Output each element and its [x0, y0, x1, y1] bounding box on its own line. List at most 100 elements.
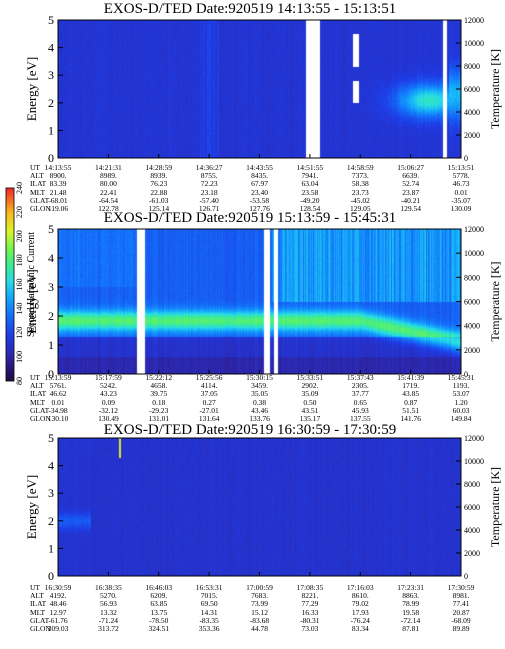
orbit-cell: 15.12 — [251, 607, 268, 617]
orbit-row-alt: ALT 5761. 5242. 4658. 4114. 3459. 2902. 2305. 17… — [30, 381, 475, 391]
orbit-cell: 125.14 — [148, 203, 170, 213]
orbit-cell: 78.99 — [402, 599, 420, 609]
orbit-cell: 16.33 — [301, 607, 319, 617]
panel-frame — [57, 437, 462, 577]
y2-axis-label: Temperature [K] — [488, 49, 502, 129]
orbit-cell: -40.21 — [400, 195, 421, 205]
y-tick-label: 1 — [48, 123, 54, 137]
orbit-cell: 0.50 — [303, 397, 317, 407]
orbit-cell: 141.76 — [400, 413, 421, 423]
orbit-cell: 7683. — [251, 591, 268, 601]
orbit-row-glon: GLON 309.03 313.72 324.51 353.36 44.78 73.03 83… — [30, 623, 475, 633]
orbit-cell: 44.78 — [251, 623, 268, 633]
y-tick-label: 4 — [48, 41, 54, 55]
orbit-row-glat: GLAT -68.01 -64.54 -61.03 -57.40 -53.58 -49.20… — [30, 195, 475, 205]
orbit-cell: 1719. — [402, 381, 420, 391]
panel3-title: EXOS-D/TED Date:920519 16:30:59 - 17:30:… — [103, 422, 397, 438]
orbit-cell: 5761. — [49, 381, 67, 391]
orbit-row-label: ILAT — [30, 389, 47, 399]
orbit-row-label: UT — [30, 583, 40, 592]
orbit-row-label: UT — [30, 373, 40, 382]
orbit-cell: -61.03 — [149, 195, 169, 205]
orbit-cell: 309.03 — [47, 623, 69, 633]
orbit-cell: 128.54 — [299, 203, 321, 213]
colorbar-tick-label: 240 — [15, 182, 24, 194]
orbit-cell: 149.84 — [450, 413, 472, 423]
orbit-cell: 48.46 — [49, 599, 67, 609]
orbit-cell: 17:00:59 — [246, 583, 273, 592]
orbit-cell: 43.46 — [251, 405, 268, 415]
colorbar-tick-label: 160 — [15, 279, 24, 291]
orbit-cell: 73.99 — [251, 599, 268, 609]
y2-tick-label: 4000 — [464, 526, 480, 535]
orbit-cell: 72.23 — [200, 179, 218, 189]
orbit-row-mlt: MLT 12.97 13.32 13.75 14.31 15.12 16.33 17.93 19… — [30, 607, 475, 617]
orbit-cell: 126.71 — [198, 203, 220, 213]
orbit-row-label: MLT — [30, 397, 46, 407]
y2-tick-label: 6000 — [464, 503, 480, 512]
orbit-row-glat: GLAT -61.76 -71.24 -78.50 -83.35 -83.68 -80.31… — [30, 615, 475, 625]
orbit-cell: 324.51 — [148, 623, 170, 633]
orbit-cell: -83.35 — [199, 615, 219, 625]
orbit-cell: 89.89 — [452, 623, 470, 633]
colorbar-tick-label: 200 — [15, 230, 24, 242]
orbit-cell: 0.27 — [202, 397, 216, 407]
y2-tick-label: 8000 — [464, 480, 480, 489]
colorbar-tick-label: 180 — [15, 254, 24, 266]
orbit-cell: 131.64 — [198, 413, 220, 423]
orbit-cell: 67.97 — [251, 179, 268, 189]
orbit-cell: 19.58 — [402, 607, 420, 617]
y-tick-label: 2 — [48, 309, 54, 323]
orbit-cell: 16:30:59 — [44, 583, 72, 592]
orbit-row-ilat: ILAT 83.39 80.00 76.23 72.23 67.97 63.04 58.38 5… — [30, 180, 475, 188]
orbit-cell: 15:13:59 — [44, 373, 72, 382]
orbit-cell: 17:08:35 — [296, 583, 324, 592]
orbit-cell: 8610. — [351, 591, 369, 601]
orbit-cell: 83.39 — [49, 179, 67, 189]
y-tick-label: 1 — [48, 541, 54, 555]
orbit-cell: 0.38 — [252, 397, 267, 407]
orbit-cell: -45.02 — [350, 195, 370, 205]
orbit-cell: 35.05 — [251, 389, 268, 399]
orbit-cell: -68.09 — [451, 615, 471, 625]
y-tick-label: 0 — [48, 367, 54, 381]
y-tick-label: 2 — [48, 514, 54, 528]
orbit-cell: 135.17 — [299, 413, 321, 423]
orbit-cell: 313.72 — [98, 623, 119, 633]
orbit-row-ut: UT 14:13:55 14:21:31 14:28:59 14:36:27 14:43:… — [30, 163, 475, 172]
y-tick-label: 3 — [48, 68, 54, 82]
orbit-cell: 43.85 — [402, 389, 420, 399]
y-tick-label: 2 — [48, 96, 54, 110]
orbit-cell: 17:16:03 — [346, 583, 374, 592]
orbit-cell: 119.06 — [47, 203, 69, 213]
y-tick-label: 3 — [48, 280, 54, 294]
orbit-cell: 23.40 — [251, 187, 268, 197]
y2-tick-label: 4000 — [464, 322, 480, 331]
y-tick-label: 5 — [48, 431, 54, 445]
orbit-row-label: ALT — [30, 591, 44, 601]
orbit-cell: 35.09 — [301, 389, 319, 399]
orbit-cell: 15:45:31 — [447, 373, 475, 382]
orbit-cell: 23.58 — [301, 187, 319, 197]
orbit-cell: 127.76 — [249, 203, 270, 213]
orbit-cell: 5778. — [452, 171, 470, 181]
orbit-cell: 15:13:51 — [447, 163, 475, 172]
orbit-cell: -68.01 — [48, 195, 68, 205]
orbit-cell: 8435. — [251, 171, 268, 181]
orbit-cell: 60.03 — [452, 405, 470, 415]
y2-tick-label: 12000 — [464, 434, 484, 443]
orbit-cell: 122.78 — [98, 203, 119, 213]
orbit-cell: 63.85 — [150, 599, 168, 609]
orbit-row-label: GLAT — [30, 195, 50, 205]
orbit-row-alt: ALT 8900. 8989. 8939. 8755. 8435. 7941. 7373. 66… — [30, 171, 475, 181]
orbit-row-label: MLT — [30, 607, 46, 617]
colorbar-tick-label: 140 — [15, 303, 24, 315]
orbit-cell: 14.31 — [200, 607, 218, 617]
orbit-row-mlt: MLT 21.48 22.41 22.88 23.18 23.40 23.58 23.73 23… — [30, 187, 475, 197]
orbit-cell: 13.75 — [150, 607, 168, 617]
y2-tick-label: 6000 — [464, 85, 480, 94]
orbit-cell: 37.05 — [200, 389, 218, 399]
orbit-cell: 17:30:59 — [447, 583, 475, 592]
orbit-cell: -35.07 — [451, 195, 471, 205]
y2-tick-label: 12000 — [464, 16, 484, 25]
